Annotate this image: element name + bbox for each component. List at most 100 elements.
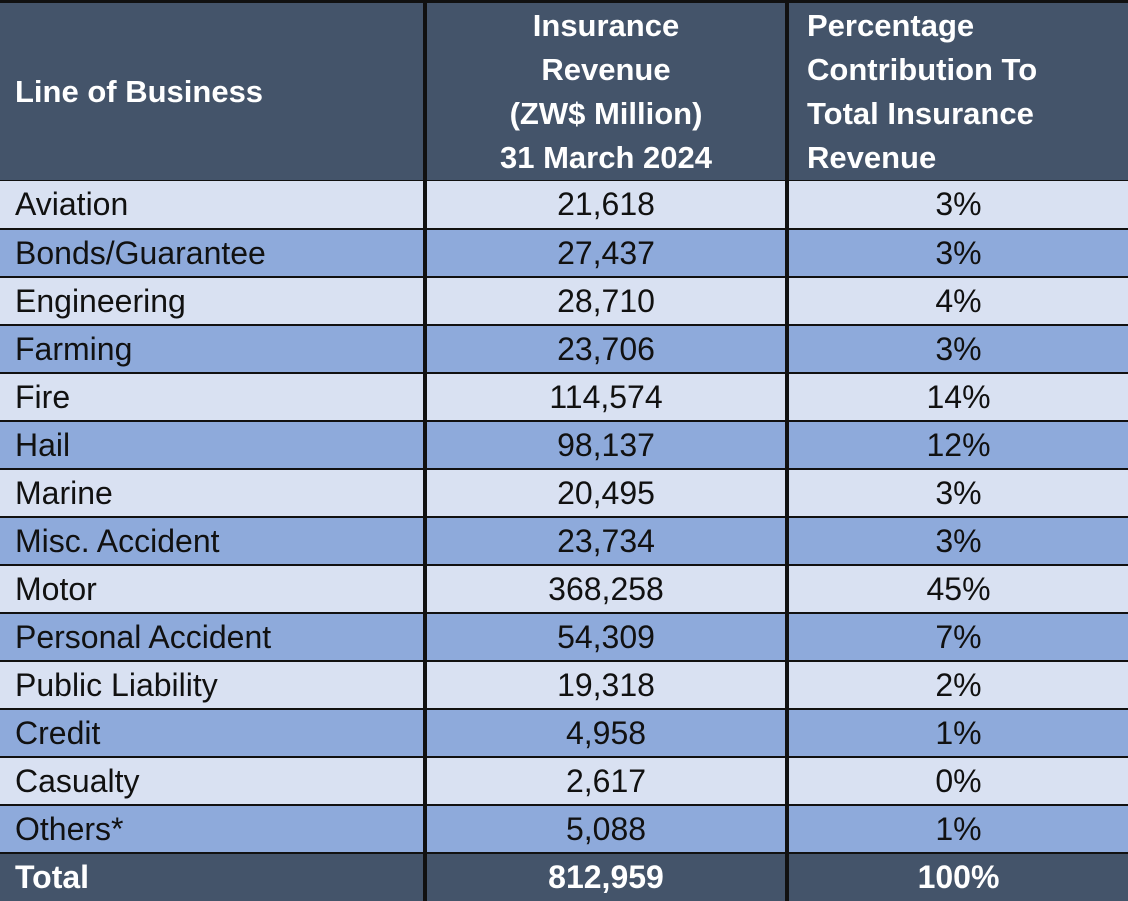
cell-text: 3% [935,186,982,222]
cell-text: 2,617 [565,762,647,799]
table-cell: 23,734 [427,518,785,564]
table-cell: 54,309 [427,614,785,660]
cell-text: 12% [926,426,991,463]
cell-text: Engineering [15,282,186,319]
cell-text: 98,137 [557,426,655,463]
table-cell: 19,318 [427,662,785,708]
header-text: 31 March 2024 [500,139,712,175]
table-cell: Casualty [0,758,423,804]
cell-text: Aviation [15,186,129,222]
cell-text: 368,258 [548,570,664,607]
table-cell: Fire [0,374,423,420]
table-cell: 12% [789,422,1128,468]
table-cell: Farming [0,326,423,372]
cell-text: 23,734 [557,522,655,559]
cell-text: Motor [15,570,97,607]
header-cell: Insurance Revenue (ZW$ Million) 31 March 20… [427,3,785,180]
cell-text: Fire [15,378,71,415]
table-cell: 3% [789,326,1128,372]
table-cell: 1% [789,710,1128,756]
table-cell: 3% [789,470,1128,516]
cell-text: Marine [15,474,113,511]
header-text: Percentage [807,7,975,43]
table-cell: 0% [789,758,1128,804]
cell-text: Public Liability [15,666,218,703]
table-cell: 1% [789,806,1128,852]
table-cell: Marine [0,470,423,516]
table-cell: 20,495 [427,470,785,516]
table-cell: 2,617 [427,758,785,804]
cell-text: 114,574 [549,378,663,415]
table-cell: 3% [789,181,1128,228]
table-cell: 98,137 [427,422,785,468]
total-cell: 812,959 [427,854,785,901]
cell-text: 21,618 [557,186,655,222]
cell-text: Credit [15,714,101,751]
cell-text: 23,706 [557,330,655,367]
cell-text: 4,958 [565,714,647,751]
cell-text: 1% [935,810,982,847]
header-cell: Line of Business [0,3,423,180]
cell-text: Hail [15,426,71,463]
table-cell: 21,618 [427,181,785,228]
table-cell: Hail [0,422,423,468]
header-text: Insurance [532,7,680,43]
header-text: Line of Business [15,73,264,109]
cell-text: 14% [926,378,991,415]
table-cell: Personal Accident [0,614,423,660]
table-cell: 368,258 [427,566,785,612]
total-text: 812,959 [548,859,664,895]
total-cell: 100% [789,854,1128,901]
total-text: 100% [917,859,1000,895]
cell-text: 3% [935,522,982,559]
cell-text: Casualty [15,762,140,799]
table-cell: 3% [789,518,1128,564]
table-cell: 4,958 [427,710,785,756]
cell-text: 3% [935,234,982,271]
header-text: (ZW$ Million) [509,95,703,131]
total-text: Total [15,859,90,895]
total-cell: Total [0,854,423,901]
table-cell: Credit [0,710,423,756]
table-cell: Aviation [0,181,423,228]
cell-text: 1% [935,714,982,751]
cell-text: Misc. Accident [15,522,220,559]
table-cell: Motor [0,566,423,612]
table-cell: 7% [789,614,1128,660]
table-cell: 23,706 [427,326,785,372]
table-cell: Public Liability [0,662,423,708]
cell-text: Bonds/Guarantee [15,234,266,271]
table-cell: 45% [789,566,1128,612]
table-cell: Engineering [0,278,423,324]
table-cell: 3% [789,230,1128,276]
cell-text: 4% [935,282,982,319]
header-text: Revenue [541,51,671,87]
cell-text: 20,495 [557,474,655,511]
table-cell: 14% [789,374,1128,420]
table-cell: Others* [0,806,423,852]
cell-text: Farming [15,330,133,367]
cell-text: Personal Accident [15,618,272,655]
cell-text: 7% [935,618,982,655]
table-cell: 2% [789,662,1128,708]
table-cell: Misc. Accident [0,518,423,564]
header-text: Total Insurance [807,95,1034,131]
cell-text: 19,318 [557,666,655,703]
cell-text: 2% [935,666,982,703]
cell-text: 54,309 [557,618,655,655]
cell-text: 0% [935,762,982,799]
header-text: Contribution To [807,51,1038,87]
header-text: Revenue [807,139,937,175]
cell-text: 28,710 [557,282,655,319]
cell-text: Others* [15,810,124,847]
table-cell: 28,710 [427,278,785,324]
header-cell: Percentage Contribution To Total Insurance… [789,3,1128,180]
cell-text: 27,437 [557,234,655,271]
table-cell: 27,437 [427,230,785,276]
cell-text: 3% [935,474,982,511]
cell-text: 45% [926,570,991,607]
table-cell: 5,088 [427,806,785,852]
cell-text: 5,088 [565,810,647,847]
